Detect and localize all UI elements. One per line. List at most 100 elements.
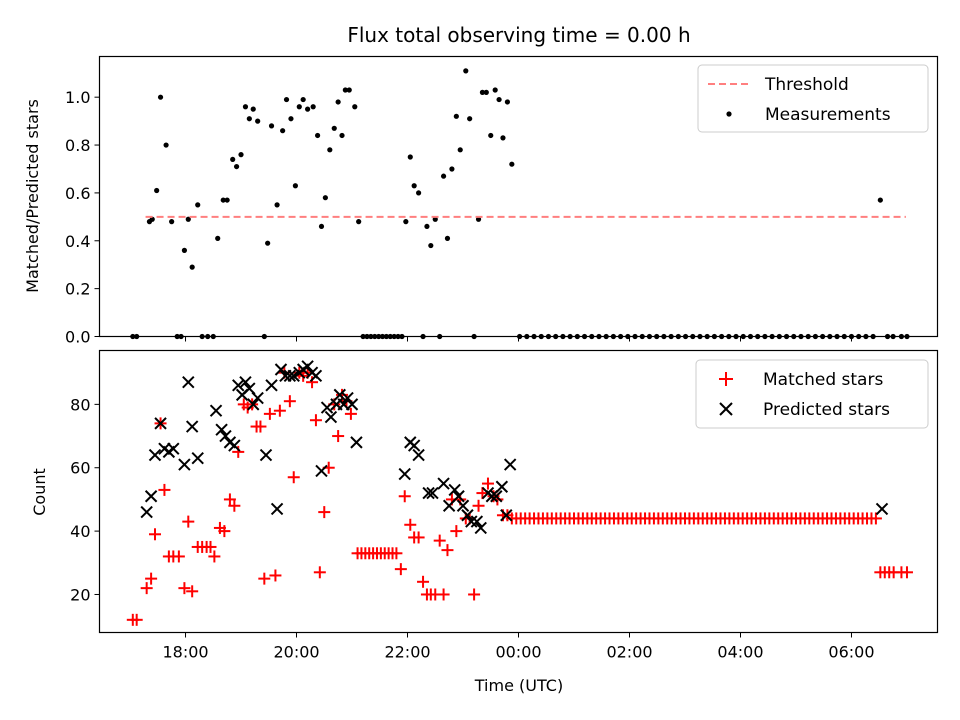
top-scatter-points xyxy=(130,68,910,340)
predicted-star-point xyxy=(407,439,421,452)
predicted-star-point xyxy=(270,502,284,516)
measurement-point xyxy=(154,187,160,194)
measurement-point xyxy=(339,132,345,139)
predicted-star-point xyxy=(178,458,191,471)
bottom-x-tick-label: 00:00 xyxy=(495,643,541,662)
matched-star-point xyxy=(318,506,331,519)
measurement-point xyxy=(407,154,413,160)
measurement-point xyxy=(233,163,240,170)
legend-measurements-label: Measurements xyxy=(765,105,891,125)
measurement-point xyxy=(346,87,352,93)
predicted-star-point xyxy=(500,509,513,522)
top-panel: 0.0 0.2 0.4 0.6 0.8 1.0 Matched/Predicted sta… xyxy=(23,55,939,347)
legend-measurements-swatch xyxy=(726,111,732,117)
predicted-star-point xyxy=(398,467,411,481)
measurement-point xyxy=(274,202,280,208)
measurement-point xyxy=(467,116,473,122)
predicted-star-point xyxy=(324,410,338,424)
predicted-star-point xyxy=(239,375,252,389)
matched-star-point xyxy=(336,388,349,401)
measurement-point xyxy=(181,247,188,253)
matched-stars-points xyxy=(126,366,913,626)
matched-star-point xyxy=(263,407,276,420)
top-axes-frame xyxy=(98,55,939,338)
bottom-panel: 20 40 60 80 18:00 20:00 22:00 00:00 02:00 04:00 0… xyxy=(30,349,939,695)
bottom-x-tick-label: 22:00 xyxy=(384,643,430,662)
predicted-star-point xyxy=(470,515,484,528)
matched-star-point xyxy=(130,613,143,626)
measurement-point xyxy=(479,89,486,95)
top-y-tick-label: 0.8 xyxy=(65,136,90,155)
measurement-point xyxy=(224,197,230,203)
measurement-point xyxy=(331,125,337,131)
predicted-star-point xyxy=(315,464,328,478)
predicted-star-point xyxy=(209,404,223,417)
matched-star-point xyxy=(208,550,221,563)
bottom-x-tick-label: 06:00 xyxy=(828,643,874,662)
measurement-point xyxy=(242,104,249,110)
matched-star-point xyxy=(228,499,241,512)
predicted-star-point xyxy=(232,379,245,392)
predicted-star-point xyxy=(309,369,323,383)
matched-star-point xyxy=(390,547,403,560)
predicted-star-point xyxy=(144,490,158,503)
predicted-star-point xyxy=(185,420,199,433)
measurement-point xyxy=(352,104,358,110)
matched-star-point xyxy=(218,525,231,538)
measurement-point xyxy=(496,96,502,103)
matched-star-point xyxy=(398,490,411,503)
predicted-star-point xyxy=(345,398,359,411)
measurement-point xyxy=(453,113,459,119)
x-axis-label: Time (UTC) xyxy=(474,676,563,695)
predicted-star-point xyxy=(219,429,232,443)
measurement-point xyxy=(432,216,438,222)
top-y-ticks: 0.0 0.2 0.4 0.6 0.8 1.0 xyxy=(65,88,100,347)
measurement-point xyxy=(280,128,286,134)
measurement-point xyxy=(318,223,325,230)
matched-star-point xyxy=(232,445,245,458)
matched-star-point xyxy=(900,566,913,579)
predicted-star-point xyxy=(341,391,354,405)
matched-star-point xyxy=(258,572,271,585)
predicted-star-point xyxy=(350,436,363,449)
measurement-point xyxy=(504,99,510,105)
matched-star-point xyxy=(306,376,319,389)
chart-title: Flux total observing time = 0.00 h xyxy=(347,23,690,47)
predicted-star-point xyxy=(465,515,478,528)
matched-star-point xyxy=(433,534,446,547)
measurement-point xyxy=(169,219,175,225)
matched-star-point xyxy=(450,525,463,538)
matched-star-point xyxy=(223,493,236,506)
predicted-star-point xyxy=(274,363,288,376)
predicted-star-point xyxy=(191,452,204,465)
measurement-point xyxy=(268,123,275,129)
predicted-star-point xyxy=(182,375,195,389)
measurement-point xyxy=(185,216,191,222)
legend-matched-label: Matched stars xyxy=(763,370,883,390)
measurement-point xyxy=(342,87,348,93)
measurement-point xyxy=(195,202,201,208)
predicted-star-point xyxy=(461,509,474,522)
matched-star-point xyxy=(158,483,171,496)
matched-star-point xyxy=(182,515,195,528)
matched-star-point xyxy=(313,566,326,579)
matched-star-point xyxy=(204,540,217,553)
predicted-star-point xyxy=(259,448,273,462)
measurement-point xyxy=(250,106,256,112)
predicted-star-point xyxy=(228,439,241,452)
predicted-star-point xyxy=(495,480,509,493)
measurement-point xyxy=(265,240,271,246)
matched-star-point xyxy=(394,563,407,576)
predicted-star-point xyxy=(265,379,278,392)
legend-threshold-label: Threshold xyxy=(764,75,849,95)
predicted-star-point xyxy=(452,490,465,503)
matched-star-point xyxy=(148,528,161,541)
predicted-star-point xyxy=(140,505,153,519)
top-legend: Threshold Measurements xyxy=(697,64,929,133)
matched-star-point xyxy=(283,395,296,408)
measurement-point xyxy=(292,183,298,189)
predicted-star-point xyxy=(215,423,228,436)
matched-star-point xyxy=(472,499,485,512)
bottom-x-tick-label: 18:00 xyxy=(162,643,208,662)
measurement-point xyxy=(416,190,422,196)
